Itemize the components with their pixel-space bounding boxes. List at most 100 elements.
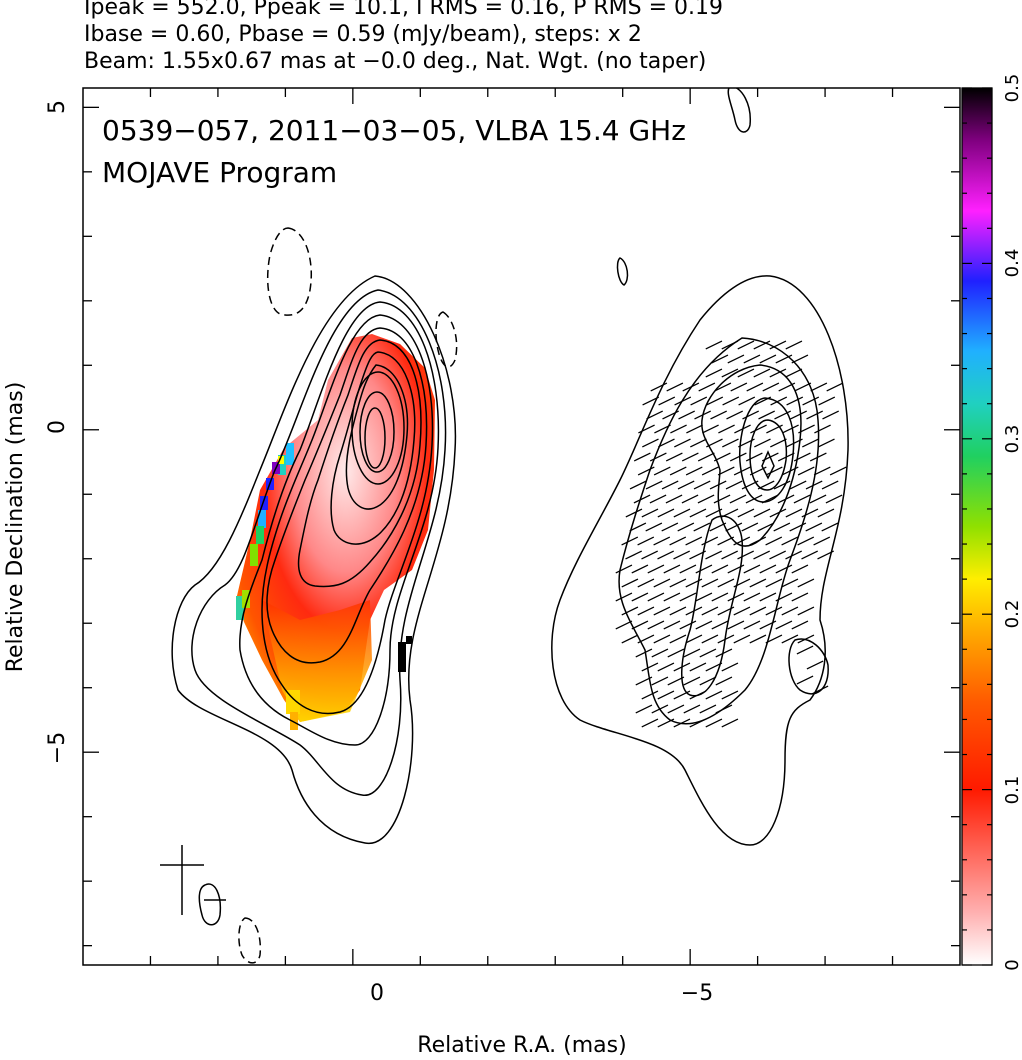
evpa-tick [673,718,691,728]
evpa-tick [679,620,697,630]
contour-level-8 [345,364,409,510]
evpa-tick [773,522,791,532]
evpa-tick [651,704,669,714]
contour-blob [727,88,751,133]
contour-level-2 [618,337,820,725]
evpa-tick [781,634,799,644]
evpa-tick [699,648,717,658]
evpa-tick [673,662,691,672]
evpa-tick [729,494,747,504]
evpa-tick [785,340,803,350]
evpa-tick [706,396,724,406]
evpa-tick [749,634,767,644]
evpa-tick [689,508,707,518]
evpa-tick [770,438,787,448]
evpa-tick [669,606,687,616]
x-tick-label-0: 0 [370,981,384,1006]
evpa-tick [646,410,663,420]
evpa-tick [642,396,660,406]
evpa-tick [690,438,707,448]
plot-frame [82,87,961,966]
evpa-tick [674,438,691,448]
evpa-tick [658,396,676,406]
evpa-tick [749,536,767,546]
evpa-tick [710,410,727,420]
evpa-tick [685,634,703,644]
evpa-tick [741,480,759,490]
evpa-tick [705,550,722,560]
evpa-tick [661,480,679,490]
evpa-tick [697,452,715,462]
evpa-tick [682,382,700,392]
evpa-tick [705,718,723,728]
evpa-tick [769,368,787,378]
evpa-tick [718,424,735,434]
evpa-tick [695,564,713,574]
evpa-tick [711,592,729,602]
evpa-tick [786,438,803,448]
evpa-tick [699,704,717,714]
contour-blob [198,883,222,926]
evpa-tick [658,438,675,448]
evpa-tick [818,396,836,406]
contour-level-10 [359,391,395,473]
evpa-tick [635,648,653,658]
evpa-tick [743,564,761,574]
evpa-tick [663,620,681,630]
evpa-tick [761,494,779,504]
evpa-tick [647,564,665,574]
contour-level-5 [749,419,788,491]
evpa-tick [758,410,775,420]
evpa-tick [629,522,647,532]
evpa-tick [785,550,802,560]
evpa-tick [657,662,675,672]
evpa-tick [757,480,775,490]
evpa-tick [645,522,663,532]
evpa-tick [813,536,831,546]
evpa-tick [810,382,828,392]
evpa-tick [717,606,735,616]
colorbar-label-0.4: 0.4 [1002,249,1022,278]
evpa-tick [791,592,809,602]
header-line-3: Beam: 1.55x0.67 mas at −0.0 deg., Nat. W… [84,49,707,74]
evpa-tick [657,508,675,518]
evpa-tick [663,592,681,602]
evpa-tick [791,564,809,574]
evpa-tick [746,382,764,392]
evpa-tick [727,564,745,574]
evpa-tick [802,396,820,406]
evpa-tick [705,340,723,350]
evpa-tick [809,452,827,462]
colorbar-label-0: 0 [1002,959,1022,970]
evpa-tick [661,522,679,532]
evpa-tick [733,466,751,476]
evpa-tick [621,606,639,616]
evpa-tick [709,480,727,490]
contour-level-9 [351,371,405,485]
evpa-tick [651,676,669,686]
evpa-tick [793,494,811,504]
evpa-tick [615,564,633,574]
contour-level-5 [266,327,428,664]
axis-ticks [83,88,960,965]
evpa-tick [701,606,719,616]
evpa-tick [663,564,681,574]
evpa-tick [711,354,729,364]
evpa-tick [721,550,738,560]
evpa-tick [641,662,659,672]
evpa-tick [791,354,809,364]
evpa-tick [641,718,659,728]
evpa-tick [699,676,717,686]
evpa-tick [775,354,793,364]
evpa-tick [669,578,687,588]
evpa-tick [733,578,751,588]
evpa-tick [669,466,687,476]
evpa-tick [629,480,647,490]
evpa-tick [665,494,683,504]
evpa-tick [825,494,843,504]
source-annotation: 0539−057, 2011−03−05, VLBA 15.4 GHz [102,114,686,147]
evpa-tick [679,564,697,574]
evpa-tick [697,494,715,504]
evpa-tick [705,508,723,518]
evpa-tick [801,508,819,518]
